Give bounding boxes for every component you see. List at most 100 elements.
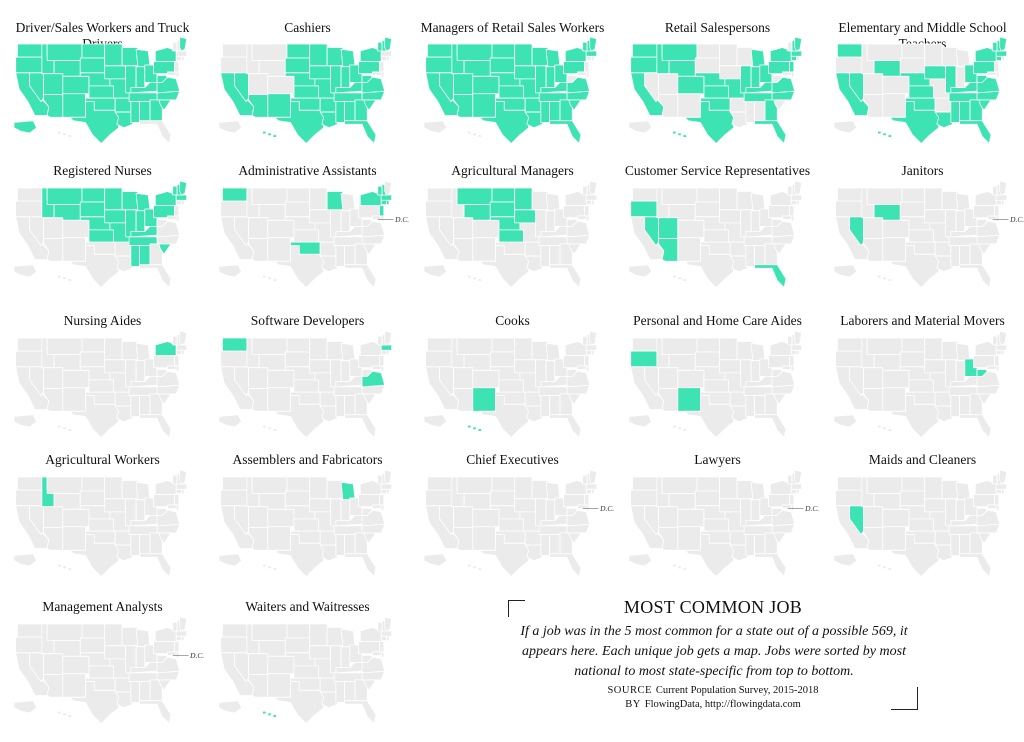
state-hi <box>877 424 892 432</box>
state-al <box>754 245 766 266</box>
state-hi <box>262 274 277 282</box>
state-mi <box>545 481 561 501</box>
state-hi-highlighted <box>672 130 687 138</box>
state-vt-highlighted <box>992 41 998 52</box>
state-hi-highlighted <box>262 130 277 138</box>
state-sd <box>284 351 311 368</box>
us-state-map: D.C. <box>833 181 1024 288</box>
state-or <box>220 489 248 507</box>
state-ms <box>335 534 345 556</box>
state-or <box>630 489 658 507</box>
state-ut <box>658 506 679 529</box>
state-ia <box>104 645 127 660</box>
us-state-map <box>423 181 598 288</box>
state-in <box>135 499 146 522</box>
state-hi <box>877 274 892 282</box>
state-mn <box>514 476 533 500</box>
state-tx <box>889 245 940 288</box>
state-wa <box>632 476 658 491</box>
state-de <box>585 365 590 372</box>
state-ut <box>43 367 64 390</box>
state-al <box>139 681 151 702</box>
state-ma <box>585 344 598 351</box>
state-ut-highlighted <box>453 73 474 96</box>
state-nd <box>286 187 311 203</box>
state-ut <box>863 217 884 240</box>
state-sd <box>899 201 926 218</box>
state-wa-highlighted <box>427 43 453 58</box>
state-wa <box>837 187 863 202</box>
state-me <box>999 331 1008 346</box>
state-wv <box>976 508 988 516</box>
state-sd <box>694 490 721 507</box>
state-wa <box>17 337 43 352</box>
state-co <box>882 75 910 95</box>
state-ri <box>181 488 185 494</box>
state-nj <box>379 61 385 73</box>
state-de <box>790 365 795 372</box>
state-md <box>987 215 997 220</box>
state-ak <box>628 414 653 428</box>
state-wa <box>632 337 658 352</box>
state-ia <box>514 359 537 374</box>
state-wi <box>531 341 549 361</box>
state-mi <box>340 192 356 212</box>
state-ak <box>628 120 653 134</box>
map-title: Chief Executives <box>466 452 559 467</box>
legend-box: MOST COMMON JOB If a job was in the 5 mo… <box>508 597 918 712</box>
state-nd <box>696 476 721 492</box>
state-me-highlighted <box>589 37 598 52</box>
map-title: Software Developers <box>250 313 365 328</box>
state-in <box>750 499 761 522</box>
state-al <box>344 245 356 266</box>
state-mi-highlighted <box>545 48 561 68</box>
byline: BY FlowingData, http://flowingdata.com <box>508 698 918 712</box>
state-ar-highlighted <box>319 97 337 113</box>
state-ms <box>745 245 755 267</box>
state-vt-highlighted <box>377 41 383 52</box>
state-tx <box>69 534 120 577</box>
state-wi-highlighted <box>326 191 344 211</box>
dc-label: D.C. <box>599 504 614 513</box>
state-hi-highlighted <box>262 710 277 718</box>
state-md <box>167 651 177 656</box>
state-hi <box>57 130 72 138</box>
state-ak <box>13 700 38 714</box>
state-nv <box>849 366 865 396</box>
state-md <box>372 215 382 220</box>
state-mt <box>46 337 83 355</box>
state-vt <box>172 41 178 52</box>
state-ms <box>130 534 140 556</box>
state-md <box>987 504 997 509</box>
state-ks <box>703 379 729 393</box>
state-ct-highlighted <box>995 55 1002 61</box>
state-ia-highlighted <box>104 65 127 80</box>
state-wv <box>771 75 783 83</box>
state-ia-highlighted <box>104 209 127 224</box>
state-nj <box>584 494 590 506</box>
state-mi <box>340 628 356 648</box>
state-ma <box>790 344 803 351</box>
state-in <box>955 210 966 233</box>
state-ks <box>498 518 524 532</box>
state-wv <box>361 508 373 516</box>
state-or <box>220 200 248 218</box>
state-nv <box>29 216 45 246</box>
state-hi-highlighted <box>877 130 892 138</box>
state-hi <box>57 424 72 432</box>
source-label: SOURCE <box>607 685 652 696</box>
state-nd <box>696 337 721 353</box>
map-title: Registered Nurses <box>53 163 152 178</box>
state-ut <box>863 73 884 96</box>
map-title: Assemblers and Fabricators <box>232 452 383 467</box>
state-ut <box>248 506 269 529</box>
state-ar-highlighted <box>114 97 132 113</box>
state-nm <box>267 526 291 551</box>
state-ut <box>658 367 679 390</box>
state-me-highlighted <box>179 37 188 52</box>
map-title: Cashiers <box>284 20 331 35</box>
state-al <box>344 395 356 416</box>
state-ct <box>175 199 182 205</box>
state-nd <box>901 187 926 203</box>
state-md <box>372 365 382 370</box>
